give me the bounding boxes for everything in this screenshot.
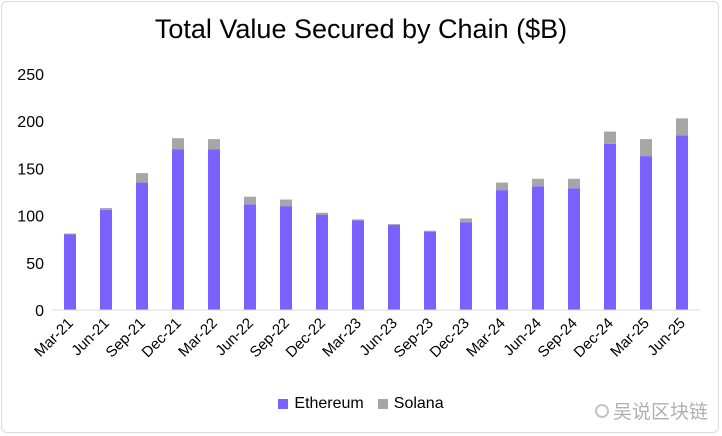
legend-swatch-solana	[377, 399, 388, 409]
bar-ethereum-dec-24	[604, 143, 616, 310]
x-tick-label: Mar-23	[319, 315, 365, 361]
bars	[64, 118, 688, 310]
bar-solana-mar-22	[208, 139, 220, 150]
legend-swatch-ethereum	[278, 399, 289, 409]
watermark-logo-icon	[594, 403, 609, 418]
x-tick-label: Dec-22	[283, 315, 329, 361]
x-tick-label: Mar-24	[463, 315, 509, 361]
bar-solana-mar-25	[640, 139, 652, 157]
bar-ethereum-jun-22	[244, 204, 256, 310]
bar-solana-sep-21	[136, 173, 148, 183]
bar-ethereum-mar-22	[208, 149, 220, 310]
x-tick-label: Jun-25	[644, 315, 688, 359]
x-tick-label: Sep-23	[391, 315, 437, 361]
bar-ethereum-sep-21	[136, 182, 148, 310]
bar-ethereum-dec-22	[316, 214, 328, 310]
bar-ethereum-mar-21	[64, 234, 76, 310]
chart-title: Total Value Secured by Chain ($B)	[154, 14, 568, 44]
x-axis: Mar-21Jun-21Sep-21Dec-21Mar-22Jun-22Sep-…	[31, 309, 700, 361]
bar-solana-mar-21	[64, 233, 76, 235]
bar-ethereum-dec-21	[172, 149, 184, 310]
bar-ethereum-sep-22	[280, 206, 292, 310]
bar-solana-sep-22	[280, 199, 292, 207]
y-tick-label: 100	[17, 209, 44, 226]
bar-solana-jun-24	[532, 178, 544, 187]
bar-ethereum-mar-23	[352, 220, 364, 310]
bar-solana-mar-24	[496, 182, 508, 191]
x-tick-label: Sep-22	[247, 315, 293, 361]
y-tick-label: 150	[17, 161, 44, 178]
watermark-text: 吴说区块链	[612, 402, 708, 423]
legend-item-solana: Solana	[377, 395, 444, 413]
bar-solana-mar-23	[352, 219, 364, 221]
x-tick-label: Mar-21	[31, 315, 77, 361]
bar-solana-jun-25	[676, 118, 688, 136]
bar-ethereum-jun-24	[532, 186, 544, 310]
bar-ethereum-dec-23	[460, 222, 472, 310]
bar-solana-jun-21	[100, 208, 112, 210]
legend-item-ethereum: Ethereum	[278, 395, 364, 413]
bar-solana-sep-23	[424, 230, 436, 232]
bar-solana-sep-24	[568, 178, 580, 189]
bar-solana-dec-24	[604, 131, 616, 144]
y-tick-label: 0	[35, 303, 44, 320]
x-tick-label: Dec-23	[427, 315, 473, 361]
bar-ethereum-jun-23	[388, 225, 400, 310]
bar-solana-dec-23	[460, 218, 472, 223]
x-tick-label: Sep-24	[535, 315, 581, 361]
bar-ethereum-sep-24	[568, 188, 580, 310]
y-tick-label: 250	[17, 67, 44, 84]
x-tick-label: Sep-21	[103, 315, 149, 361]
bar-ethereum-mar-24	[496, 190, 508, 310]
x-tick-label: Mar-22	[175, 315, 221, 361]
x-tick-label: Dec-21	[139, 315, 185, 361]
bar-solana-dec-22	[316, 212, 328, 215]
y-tick-label: 200	[17, 114, 44, 131]
legend-label-ethereum: Ethereum	[294, 395, 364, 412]
watermark: 吴说区块链	[594, 397, 708, 424]
bar-solana-jun-23	[388, 224, 400, 226]
y-axis: 0 50 100 150 200 250	[17, 67, 44, 320]
bar-solana-dec-21	[172, 138, 184, 150]
x-tick-label: Dec-24	[571, 315, 617, 361]
legend-label-solana: Solana	[393, 395, 444, 412]
legend: Ethereum Solana	[0, 395, 722, 413]
x-tick-label: Mar-25	[607, 315, 653, 361]
bar-ethereum-jun-25	[676, 135, 688, 310]
bar-solana-jun-22	[244, 196, 256, 205]
bar-ethereum-jun-21	[100, 209, 112, 310]
bar-ethereum-sep-23	[424, 231, 436, 310]
bar-ethereum-mar-25	[640, 156, 652, 310]
y-tick-label: 50	[26, 256, 44, 273]
